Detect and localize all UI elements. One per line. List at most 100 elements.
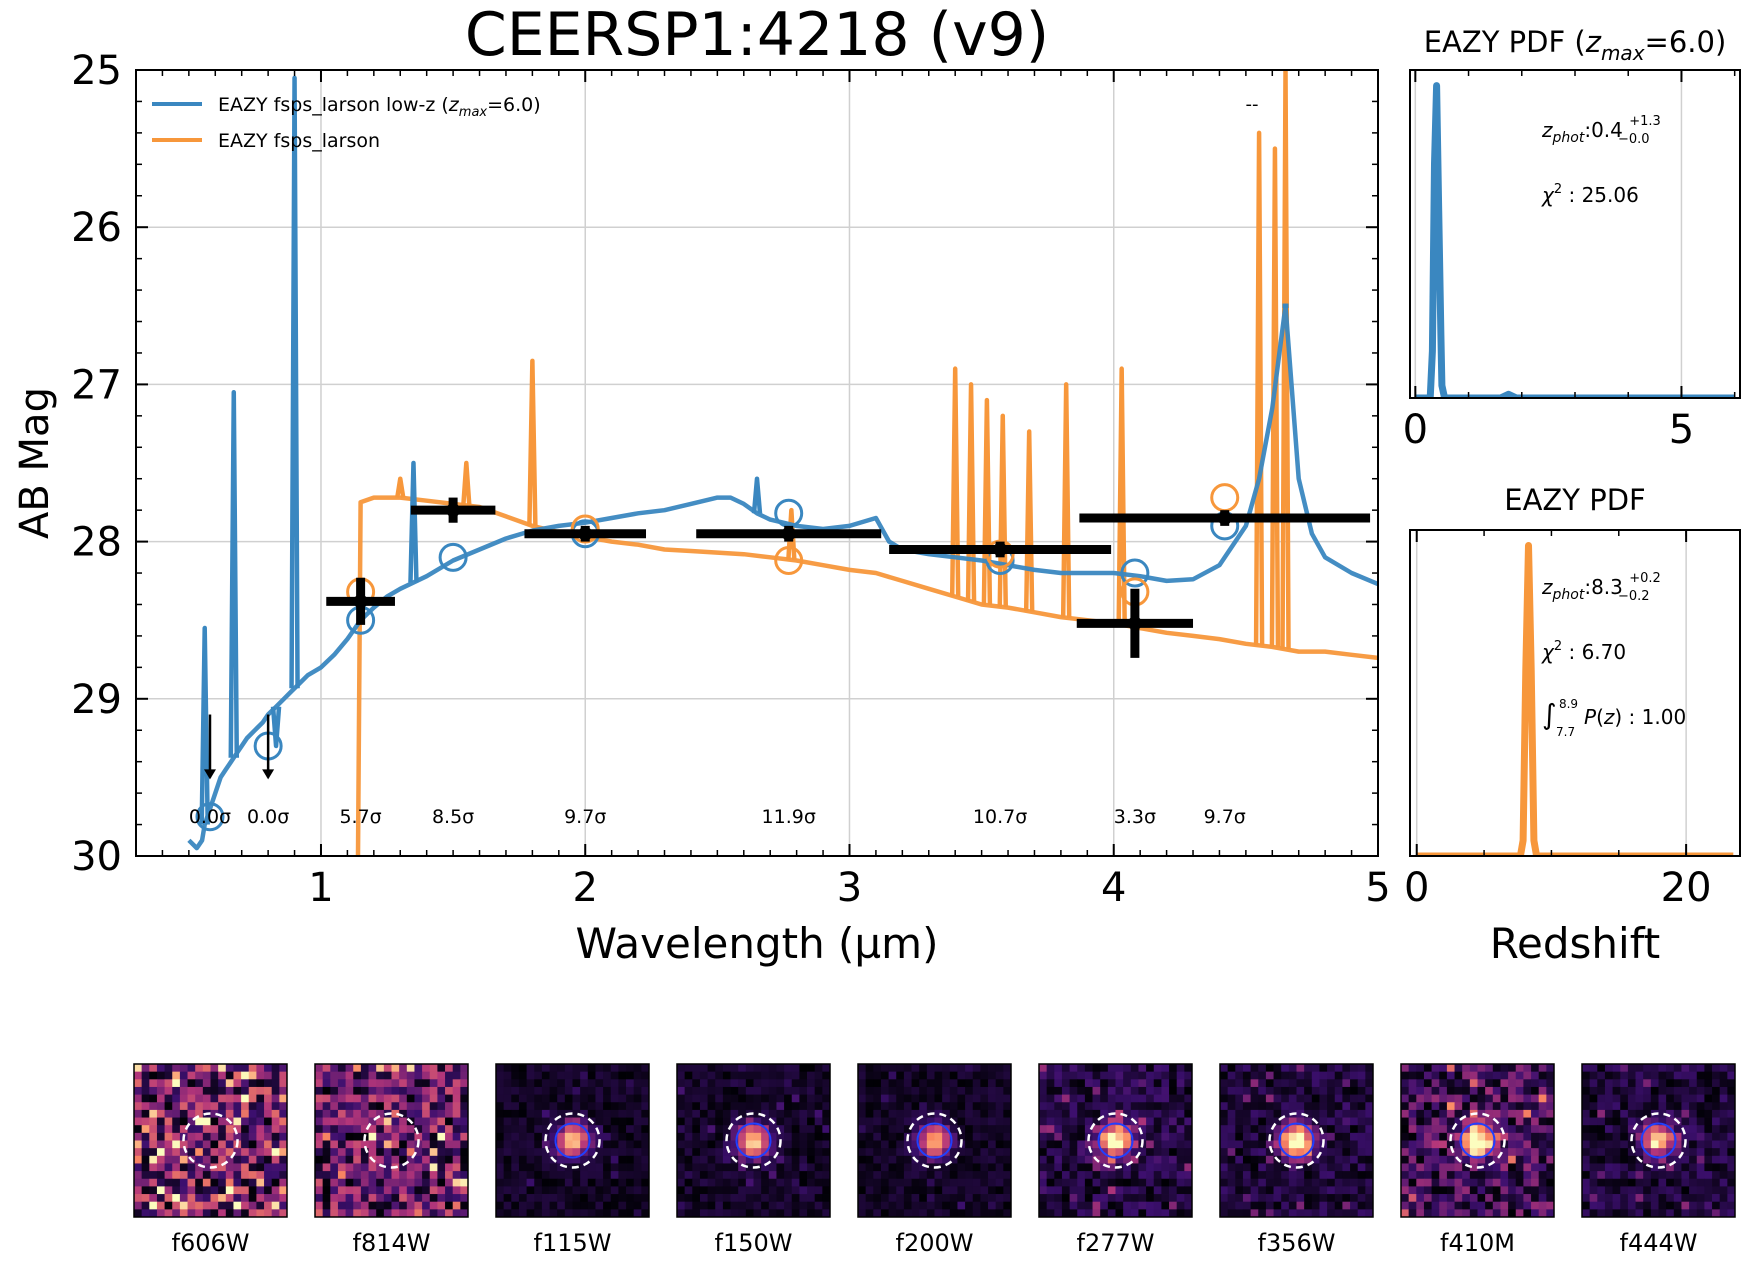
cutout-pixel [684, 1194, 693, 1203]
cutout-pixel [677, 1186, 686, 1195]
cutout-pixel [241, 1086, 250, 1095]
cutout-pixel [1612, 1102, 1621, 1111]
cutout-pixel [753, 1094, 762, 1103]
cutout-pixel [1531, 1155, 1540, 1164]
cutout-pixel [776, 1178, 785, 1187]
cutout-pixel [972, 1163, 981, 1172]
cutout-pixel [1620, 1140, 1629, 1149]
cutout-pixel [1365, 1094, 1374, 1103]
cutout-pixel [1169, 1201, 1178, 1210]
cutout-pixel [141, 1109, 150, 1118]
cutout-pixel [1169, 1071, 1178, 1080]
cutout-pixel [880, 1132, 889, 1141]
cutout-pixel [179, 1086, 188, 1095]
cutout-pixel [753, 1186, 762, 1195]
cutout-pixel [1130, 1094, 1139, 1103]
cutout-pixel [256, 1140, 265, 1149]
cutout-pixel [1538, 1071, 1547, 1080]
cutout-pixel [1146, 1209, 1155, 1218]
cutout-pixel [761, 1186, 770, 1195]
cutout-pixel [1500, 1071, 1509, 1080]
cutout-pixel [896, 1163, 905, 1172]
cutout-pixel [603, 1209, 612, 1218]
cutout-pixel [799, 1125, 808, 1134]
cutout-pixel [1704, 1117, 1713, 1126]
cutout-pixel [1281, 1079, 1290, 1088]
cutout-pixel [1477, 1178, 1486, 1187]
cutout-pixel [1477, 1140, 1486, 1149]
cutout-pixel [768, 1109, 777, 1118]
cutout-pixel [1169, 1125, 1178, 1134]
cutout-pixel [353, 1201, 362, 1210]
cutout-pixel [1589, 1140, 1598, 1149]
cutout-pixel [957, 1102, 966, 1111]
cutout-pixel [1365, 1155, 1374, 1164]
cutout-pixel [603, 1094, 612, 1103]
cutout-pixel [799, 1194, 808, 1203]
cutout-pixel [618, 1171, 627, 1180]
cutout-pixel [330, 1125, 339, 1134]
cutout-pixel [822, 1186, 831, 1195]
pdf2-annotations: zphot:8.3 +0.2 −0.2 χ2 : 6.70 ∫ 8.9 7.7 … [1541, 571, 1686, 739]
cutout-pixel [1727, 1140, 1736, 1149]
cutout-pixel [1689, 1071, 1698, 1080]
cutout-pixel [368, 1140, 377, 1149]
cutout-pixel [360, 1125, 369, 1134]
cutout-pixel [210, 1132, 219, 1141]
cutout-pixel [1589, 1086, 1598, 1095]
cutout-pixel [587, 1086, 596, 1095]
cutout-pixel [1658, 1148, 1667, 1157]
cutout-pixel [264, 1094, 273, 1103]
cutout-pixel [1604, 1171, 1613, 1180]
cutout-pixel [518, 1140, 527, 1149]
cutout-pixel [603, 1125, 612, 1134]
cutout-pixel [1123, 1155, 1132, 1164]
cutout-pixel [164, 1109, 173, 1118]
cutout-pixel [1258, 1148, 1267, 1157]
cutout-pixel [1635, 1117, 1644, 1126]
cutout-pixel [518, 1178, 527, 1187]
cutout-pixel [1227, 1194, 1236, 1203]
cutout-pixel [995, 1079, 1004, 1088]
cutout-pixel [1235, 1094, 1244, 1103]
cutout-pixel [753, 1201, 762, 1210]
cutout-pixel [1454, 1171, 1463, 1180]
cutout-pixel [195, 1163, 204, 1172]
cutout-pixel [330, 1209, 339, 1218]
cutout-pixel [429, 1148, 438, 1157]
cutout-pixel [1508, 1209, 1517, 1218]
cutout-pixel [452, 1132, 461, 1141]
cutout-pixel [248, 1148, 257, 1157]
cutout-pixel [699, 1140, 708, 1149]
cutout-pixel [149, 1086, 158, 1095]
cutout-pixel [1069, 1140, 1078, 1149]
cutout-pixel [957, 1163, 966, 1172]
cutout-pixel [218, 1086, 227, 1095]
cutout-pixel [761, 1194, 770, 1203]
cutout-pixel [1046, 1102, 1055, 1111]
cutout-pixel [934, 1171, 943, 1180]
cutout-pixel [1003, 1071, 1012, 1080]
cutout-pixel [164, 1064, 173, 1073]
cutout-pixel [888, 1140, 897, 1149]
cutout-pixel [1169, 1086, 1178, 1095]
cutout-frame [1400, 1063, 1555, 1218]
cutout-pixel [1538, 1079, 1547, 1088]
cutout-pixel [1046, 1140, 1055, 1149]
cutout-pixel [1469, 1155, 1478, 1164]
cutout-pixel [1492, 1201, 1501, 1210]
cutout-pixel [1342, 1201, 1351, 1210]
cutout-pixel [1069, 1071, 1078, 1080]
cutout-pixel [1039, 1171, 1048, 1180]
cutout-pixel [511, 1086, 520, 1095]
cutout-pixel [1689, 1094, 1698, 1103]
cutout-pixel [903, 1155, 912, 1164]
cutout-pixel [873, 1186, 882, 1195]
cutout-pixel [949, 1102, 958, 1111]
cutout-pixel [368, 1171, 377, 1180]
cutout-pixel [873, 1178, 882, 1187]
cutout-pixel [677, 1132, 686, 1141]
cutout-pixel [1123, 1194, 1132, 1203]
cutout-pixel [1500, 1109, 1509, 1118]
cutout-pixel [603, 1171, 612, 1180]
